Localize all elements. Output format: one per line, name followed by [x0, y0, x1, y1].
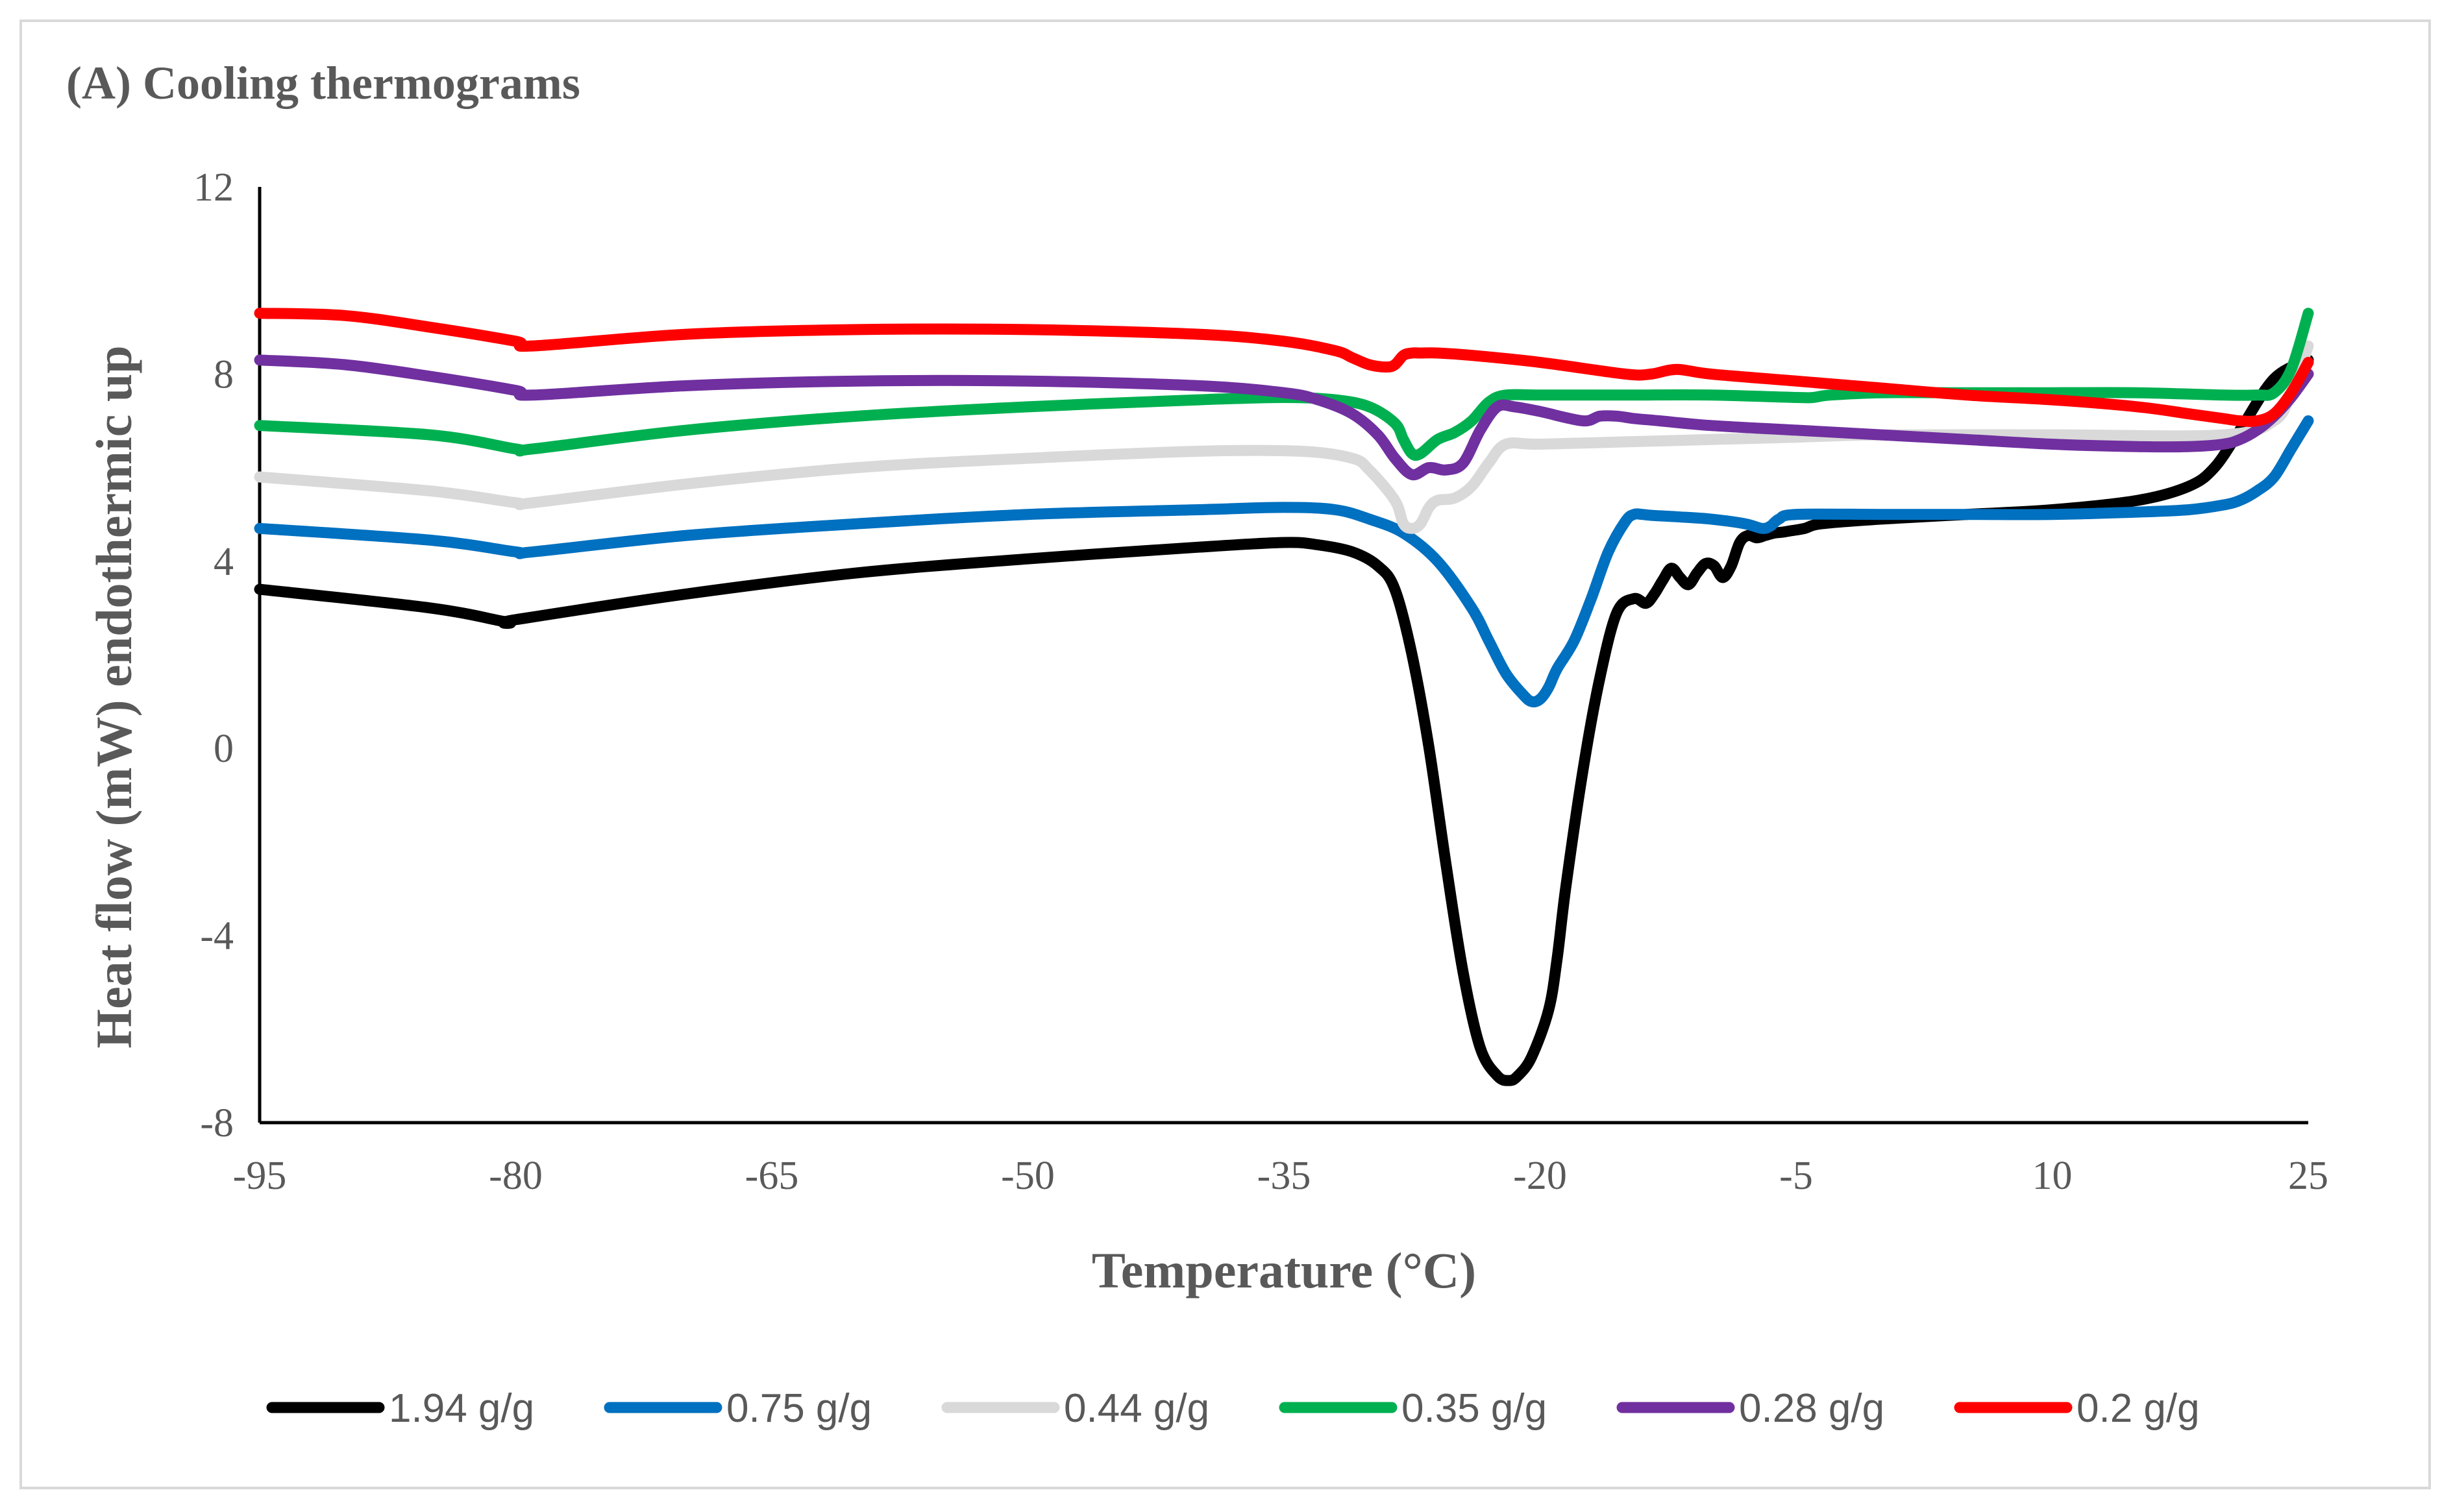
legend-label: 1.94 g/g [389, 1386, 534, 1431]
series-lines [254, 308, 2314, 1086]
legend: 1.94 g/g 0.75 g/g 0.44 g/g 0.35 g/g 0.28 g/g… [266, 1386, 2200, 1431]
x-tick-label: 10 [2032, 1154, 2073, 1198]
legend-label: 0.35 g/g [1401, 1386, 1547, 1431]
legend-label: 0.28 g/g [1739, 1386, 1884, 1431]
y-tick-label: 4 [214, 540, 234, 584]
x-axis-title: Temperature (°C) [1092, 1242, 1476, 1299]
y-tick-label: 8 [214, 352, 234, 396]
series-line-3 [254, 308, 2314, 461]
y-tick-label: 0 [214, 727, 234, 771]
chart-svg: (A) Cooling thermograms Heat flow (mW) e… [66, 57, 2328, 1431]
y-tick-label: -4 [200, 914, 234, 958]
y-tick-label: 12 [193, 165, 234, 210]
chart-figure: (A) Cooling thermograms Heat flow (mW) e… [19, 19, 2431, 1489]
y-tick-label: -8 [200, 1101, 234, 1145]
series-line-4 [254, 354, 2314, 481]
legend-label: 0.2 g/g [2077, 1386, 2200, 1431]
x-tick-labels: -95 -80 -65 -50 -35 -20 -5 10 25 [233, 1154, 2328, 1198]
y-tick-labels: -8 -4 0 4 8 12 [193, 165, 234, 1145]
legend-label: 0.44 g/g [1064, 1386, 1209, 1431]
x-tick-label: -5 [1779, 1154, 1813, 1198]
series-line-0 [254, 354, 2314, 1086]
chart-title: (A) Cooling thermograms [66, 57, 580, 109]
x-tick-label: -50 [1001, 1154, 1055, 1198]
x-tick-label: -80 [489, 1154, 543, 1198]
x-tick-label: 25 [2288, 1154, 2328, 1198]
series-line-1 [254, 415, 2314, 708]
x-tick-label: -35 [1257, 1154, 1311, 1198]
series-line-5 [254, 308, 2314, 427]
legend-label: 0.75 g/g [726, 1386, 872, 1431]
x-tick-label: -20 [1513, 1154, 1567, 1198]
y-axis-title: Heat flow (mW) endothermic up [86, 345, 142, 1048]
x-tick-label: -65 [745, 1154, 799, 1198]
x-tick-label: -95 [233, 1154, 287, 1198]
